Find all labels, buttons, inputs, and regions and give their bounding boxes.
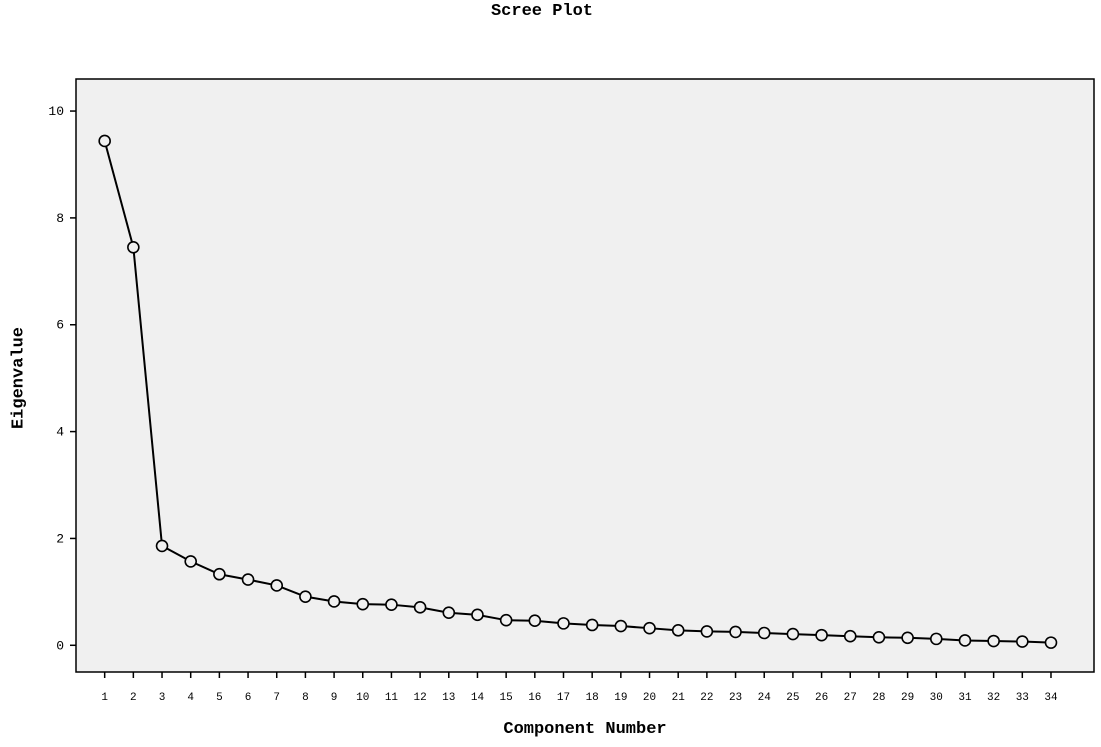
x-tick-label: 26 xyxy=(815,692,828,704)
data-point xyxy=(786,627,800,641)
y-tick-label: 2 xyxy=(56,531,64,546)
x-tick-label: 29 xyxy=(901,692,914,704)
x-tick-label: 16 xyxy=(528,692,541,704)
x-tick-label: 2 xyxy=(130,692,137,704)
x-tick-label: 18 xyxy=(586,692,599,704)
y-tick-label: 0 xyxy=(56,638,64,653)
x-tick-label: 25 xyxy=(786,692,799,704)
x-axis-label: Component Number xyxy=(503,720,667,739)
data-point xyxy=(557,617,570,630)
plot-area xyxy=(75,78,1095,673)
y-tick-label: 4 xyxy=(56,425,64,440)
data-point xyxy=(729,625,742,639)
x-tick-label: 20 xyxy=(643,692,656,704)
data-point xyxy=(987,634,1000,648)
data-point xyxy=(499,613,513,627)
data-point xyxy=(127,240,140,254)
x-tick-label: 33 xyxy=(1016,692,1029,704)
data-point xyxy=(471,608,484,622)
x-tick-label: 7 xyxy=(273,692,280,704)
data-point xyxy=(872,630,886,644)
y-tick-label: 6 xyxy=(56,318,64,333)
y-tick-label: 8 xyxy=(56,211,64,226)
x-tick-label: 22 xyxy=(700,692,713,704)
x-tick-label: 31 xyxy=(958,692,972,704)
y-axis-label: Eigenvalue xyxy=(9,326,29,430)
data-point xyxy=(213,567,226,581)
x-tick-label: 10 xyxy=(356,692,369,704)
data-point xyxy=(413,601,427,614)
data-point xyxy=(614,619,628,633)
x-tick-label: 19 xyxy=(614,692,627,704)
x-tick-label: 13 xyxy=(442,692,455,704)
x-tick-label: 14 xyxy=(471,692,485,704)
data-point xyxy=(757,626,771,640)
data-point xyxy=(1016,635,1029,648)
y-axis: 0 2 4 6 8 10 xyxy=(48,104,76,653)
data-point xyxy=(901,631,914,645)
x-tick-label: 15 xyxy=(500,692,513,704)
x-tick-label: 9 xyxy=(331,692,338,704)
x-tick-label: 34 xyxy=(1044,692,1058,704)
data-point xyxy=(528,614,542,628)
data-point xyxy=(958,634,972,647)
data-point xyxy=(270,579,284,592)
data-point xyxy=(356,597,370,611)
x-tick-label: 8 xyxy=(302,692,309,704)
data-point xyxy=(1044,636,1058,649)
data-point xyxy=(385,598,398,611)
x-tick-label: 6 xyxy=(245,692,252,704)
x-tick-label: 11 xyxy=(385,692,399,704)
x-tick-label: 23 xyxy=(729,692,742,704)
y-tick-label: 10 xyxy=(48,104,64,119)
data-point xyxy=(643,621,656,635)
data-point xyxy=(184,555,198,568)
data-point xyxy=(155,539,169,553)
x-tick-label: 21 xyxy=(672,692,686,704)
data-point xyxy=(815,628,828,642)
x-tick-label: 27 xyxy=(844,692,857,704)
chart-title: Scree Plot xyxy=(490,2,594,21)
data-point xyxy=(98,134,111,148)
data-point xyxy=(241,573,255,586)
x-tick-label: 30 xyxy=(930,692,943,704)
data-point xyxy=(585,618,599,632)
x-tick-label: 1 xyxy=(101,692,108,704)
x-tick-label: 17 xyxy=(557,692,570,704)
x-axis: 1 2 3 4 5 6 7 8 9 10 11 12 13 14 15 16 17 18 19 20 21 22 23 24 2… xyxy=(101,672,1058,704)
data-point xyxy=(327,595,341,608)
x-tick-label: 5 xyxy=(216,692,223,704)
data-point xyxy=(442,606,456,620)
series-line xyxy=(98,134,1058,649)
data-point xyxy=(700,625,714,638)
data-point xyxy=(929,632,943,646)
x-tick-label: 12 xyxy=(414,692,427,704)
x-tick-label: 4 xyxy=(187,692,194,704)
x-tick-label: 24 xyxy=(758,692,772,704)
data-point xyxy=(843,629,857,643)
x-tick-label: 3 xyxy=(159,692,166,704)
x-tick-label: 32 xyxy=(987,692,1000,704)
data-point xyxy=(671,624,685,637)
data-point xyxy=(299,590,312,603)
x-tick-label: 28 xyxy=(872,692,885,704)
series-line-path xyxy=(103,140,1052,644)
